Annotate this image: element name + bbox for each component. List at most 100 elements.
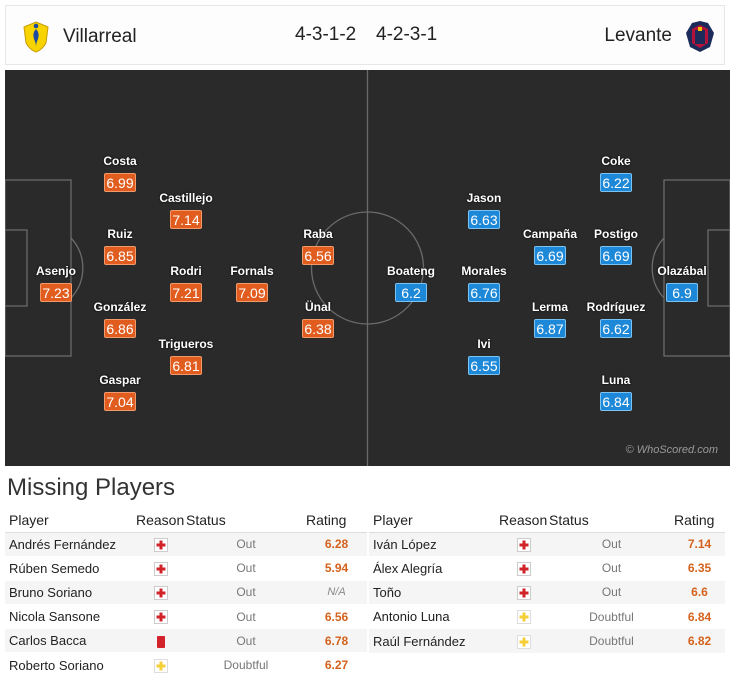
injury-icon	[154, 536, 168, 552]
player-name: Fornals	[230, 264, 274, 278]
player-rating: 6.38	[302, 319, 334, 338]
player-coke[interactable]: Coke 6.22	[585, 154, 647, 193]
player-morales[interactable]: Morales 6.76	[453, 264, 515, 303]
col-player: Player	[5, 508, 136, 533]
missing-rating: 5.94	[306, 555, 367, 581]
player-costa[interactable]: Costa 6.99	[89, 154, 151, 193]
player-name: Boateng	[387, 264, 435, 278]
player-raba[interactable]: Raba 6.56	[287, 227, 349, 266]
missing-reason	[136, 628, 186, 653]
missing-player-row[interactable]: Toño Out 6.6	[369, 579, 725, 605]
missing-status: Out	[186, 531, 306, 557]
player-name: Rodri	[170, 264, 202, 278]
pitch: Asenjo 7.23 Costa 6.99 Ruiz 6.85 Gonzále…	[5, 70, 730, 466]
player-luna[interactable]: Luna 6.84	[585, 373, 647, 412]
missing-player-row[interactable]: Iván López Out 7.14	[369, 531, 725, 557]
player-unal[interactable]: Ünal 6.38	[287, 300, 349, 339]
missing-player-name[interactable]: Antonio Luna	[369, 604, 499, 629]
player-rating: 6.76	[468, 283, 500, 302]
away-team[interactable]: Levante	[604, 19, 716, 53]
doubtful-icon	[154, 658, 168, 674]
player-name: Asenjo	[35, 264, 76, 278]
player-name: Ivi	[477, 337, 491, 351]
missing-status: Out	[186, 579, 306, 605]
missing-player-row[interactable]: Raúl Fernández Doubtful 6.82	[369, 628, 725, 653]
player-rating: 6.84	[600, 392, 632, 411]
player-castillejo[interactable]: Castillejo 7.14	[155, 191, 217, 230]
player-name: Campaña	[522, 227, 578, 241]
whoscored-watermark: © WhoScored.com	[625, 444, 718, 456]
player-jason[interactable]: Jason 6.63	[453, 191, 515, 230]
player-rodriguez[interactable]: Rodríguez 6.62	[585, 300, 647, 339]
player-rating: 6.56	[302, 246, 334, 265]
missing-player-name[interactable]: Álex Alegría	[369, 555, 499, 581]
player-fornals[interactable]: Fornals 7.09	[221, 264, 283, 303]
player-name: Luna	[601, 373, 631, 387]
missing-player-name[interactable]: Andrés Fernández	[5, 531, 136, 557]
missing-rating: 6.28	[306, 531, 367, 557]
player-name: Coke	[601, 154, 631, 168]
player-ruiz[interactable]: Ruiz 6.85	[89, 227, 151, 266]
missing-reason	[499, 555, 549, 581]
missing-player-name[interactable]: Raúl Fernández	[369, 628, 499, 653]
missing-player-row[interactable]: Carlos Bacca Out 6.78	[5, 628, 367, 653]
col-player: Player	[369, 508, 499, 533]
missing-player-row[interactable]: Bruno Soriano Out N/A	[5, 579, 367, 605]
missing-player-name[interactable]: Nicola Sansone	[5, 604, 136, 629]
match-header: Villarreal 4-3-1-2 4-2-3-1 Levante	[5, 5, 725, 65]
home-team[interactable]: Villarreal	[22, 21, 137, 53]
player-rating: 6.99	[104, 173, 136, 192]
player-lerma[interactable]: Lerma 6.87	[519, 300, 581, 339]
player-trigueros[interactable]: Trigueros 6.81	[155, 337, 217, 376]
missing-players-title: Missing Players	[7, 474, 176, 501]
player-name: Raba	[303, 227, 333, 241]
missing-rating: 7.14	[674, 531, 725, 557]
missing-reason	[499, 604, 549, 629]
missing-player-name[interactable]: Roberto Soriano	[5, 652, 136, 678]
missing-player-row[interactable]: Andrés Fernández Out 6.28	[5, 531, 367, 557]
player-gaspar[interactable]: Gaspar 7.04	[89, 373, 151, 412]
missing-status: Doubtful	[549, 604, 674, 629]
missing-player-row[interactable]: Roberto Soriano Doubtful 6.27	[5, 652, 367, 678]
player-campana[interactable]: Campaña 6.69	[519, 227, 581, 266]
player-asenjo[interactable]: Asenjo 7.23	[25, 264, 87, 303]
player-rating: 6.69	[600, 246, 632, 265]
player-rating: 6.69	[534, 246, 566, 265]
player-rating: 6.62	[600, 319, 632, 338]
missing-status: Out	[549, 555, 674, 581]
injury-icon	[154, 609, 168, 625]
missing-player-name[interactable]: Iván López	[369, 531, 499, 557]
missing-reason	[499, 628, 549, 653]
player-postigo[interactable]: Postigo 6.69	[585, 227, 647, 266]
missing-player-name[interactable]: Toño	[369, 579, 499, 605]
missing-rating: 6.6	[674, 579, 725, 605]
player-olazabal[interactable]: Olazábal 6.9	[651, 264, 713, 303]
player-name: Trigueros	[158, 337, 214, 351]
col-status: Status	[549, 508, 674, 533]
red-card-icon	[154, 633, 168, 648]
missing-player-row[interactable]: Nicola Sansone Out 6.56	[5, 604, 367, 629]
missing-status: Doubtful	[549, 628, 674, 653]
missing-rating: 6.84	[674, 604, 725, 629]
player-boateng[interactable]: Boateng 6.2	[380, 264, 442, 303]
missing-player-name[interactable]: Rúben Semedo	[5, 555, 136, 581]
player-gonzalez[interactable]: González 6.86	[89, 300, 151, 339]
missing-reason	[499, 531, 549, 557]
missing-status: Out	[549, 531, 674, 557]
missing-player-name[interactable]: Carlos Bacca	[5, 628, 136, 653]
missing-player-row[interactable]: Antonio Luna Doubtful 6.84	[369, 604, 725, 629]
col-reason: Reason	[136, 508, 186, 533]
injury-icon	[154, 561, 168, 577]
missing-reason	[499, 579, 549, 605]
injury-icon	[154, 585, 168, 601]
player-ivi[interactable]: Ivi 6.55	[453, 337, 515, 376]
player-rating: 6.22	[600, 173, 632, 192]
missing-player-row[interactable]: Rúben Semedo Out 5.94	[5, 555, 367, 581]
injury-icon	[517, 585, 531, 601]
missing-rating: 6.82	[674, 628, 725, 653]
missing-player-row[interactable]: Álex Alegría Out 6.35	[369, 555, 725, 581]
player-name: González	[93, 300, 147, 314]
player-rodri[interactable]: Rodri 7.21	[155, 264, 217, 303]
missing-player-name[interactable]: Bruno Soriano	[5, 579, 136, 605]
missing-rating: N/A	[306, 579, 367, 605]
